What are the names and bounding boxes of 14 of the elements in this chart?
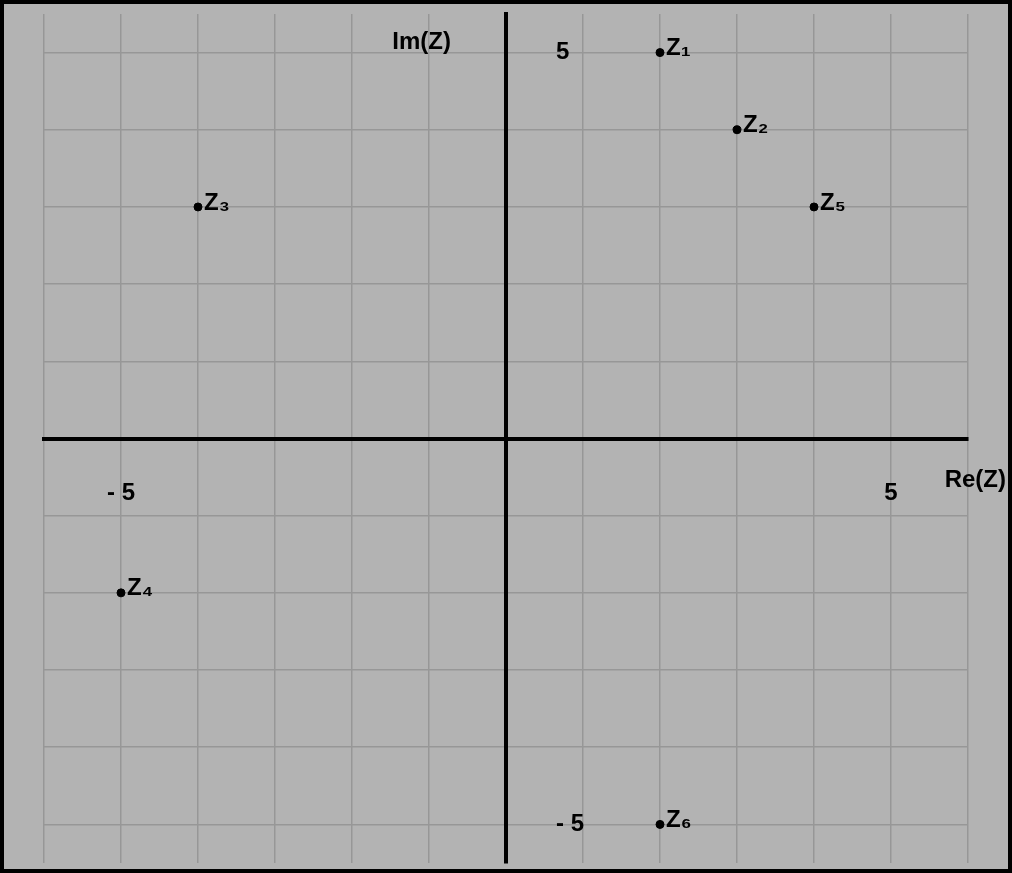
point: [193, 202, 203, 212]
point: [809, 202, 819, 212]
annotation: Z₅: [820, 187, 846, 215]
annotation: Z₆: [666, 805, 692, 833]
annotation: Z₃: [204, 187, 230, 215]
point: [655, 819, 665, 829]
annotation: Z₂: [743, 110, 769, 138]
x-axis-title: Re(Z): [944, 465, 1006, 493]
point: [732, 125, 742, 135]
point: [655, 48, 665, 58]
point: [116, 588, 126, 598]
y-axis-title: Im(Z): [392, 27, 451, 55]
annotation: Z₁: [666, 33, 691, 61]
annotation: Z₄: [127, 573, 154, 601]
